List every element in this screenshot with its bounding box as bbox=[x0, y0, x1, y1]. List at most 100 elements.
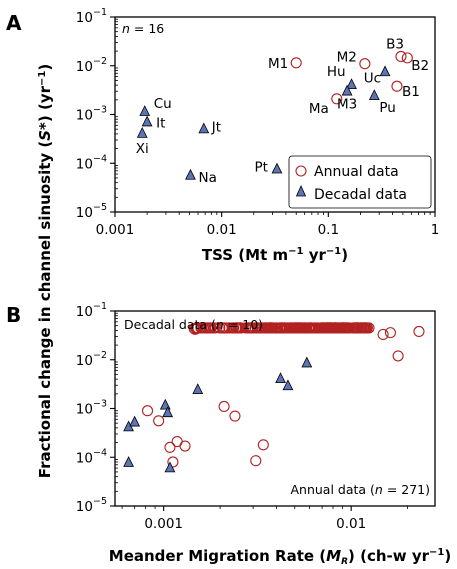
annual-data-point bbox=[258, 322, 270, 334]
point-label-m1: M1 bbox=[268, 56, 288, 72]
panel-b-y-tick-label: 10−3 bbox=[76, 399, 107, 418]
point-label-pu: Pu bbox=[379, 100, 395, 116]
annual-data-point bbox=[164, 441, 176, 453]
point-label-pt: Pt bbox=[255, 160, 268, 176]
panel-b-y-tick-label: 10−4 bbox=[76, 447, 107, 466]
annual-data-point bbox=[141, 405, 154, 417]
panel-a-y-tick-label: 10−5 bbox=[76, 202, 107, 221]
decadal-point-m3 bbox=[341, 84, 353, 96]
annual-point-m1 bbox=[290, 57, 302, 69]
panel-b: B 10−5 10−4 10−3 10−2 10−1 0.001 0.01 Decadal … bbox=[6, 301, 451, 567]
panel-a-n-annotation: n = 16 bbox=[122, 21, 164, 36]
decadal-point-na bbox=[185, 168, 196, 180]
point-label-hu: Hu bbox=[327, 64, 346, 80]
decadal-point-jt bbox=[198, 122, 210, 134]
decadal-point-pu bbox=[368, 89, 380, 101]
legend-box bbox=[288, 155, 432, 209]
point-label-na: Na bbox=[198, 170, 216, 186]
annual-point-b3 bbox=[395, 50, 407, 63]
decadal-data-point bbox=[301, 356, 313, 368]
point-label-m2: M2 bbox=[337, 50, 357, 66]
decadal-point-xi bbox=[136, 126, 148, 138]
annual-point-m2 bbox=[359, 58, 371, 70]
panel-b-x-axis-label: Meander Migration Rate (MR) (ch-w yr−1) bbox=[109, 547, 451, 567]
annual-data-point bbox=[192, 322, 204, 334]
annual-data-point bbox=[179, 440, 191, 452]
annual-data-point bbox=[314, 322, 327, 334]
annual-data-point bbox=[348, 322, 360, 334]
annual-point-ma bbox=[331, 93, 343, 105]
decadal-data-point bbox=[192, 383, 204, 395]
annual-data-point bbox=[290, 322, 303, 334]
annual-data-point bbox=[384, 327, 396, 339]
panel-b-x-tick-label: 0.001 bbox=[144, 516, 183, 532]
annual-data-point bbox=[245, 322, 257, 334]
decadal-point-pt bbox=[271, 162, 283, 174]
point-label-cu: Cu bbox=[154, 96, 172, 112]
legend-decadal-marker bbox=[295, 185, 307, 197]
panel-a-y-tick-label: 10−1 bbox=[76, 7, 107, 26]
point-label-b2: B2 bbox=[411, 58, 429, 74]
annual-data-point bbox=[195, 322, 207, 334]
legend-decadal-label: Decadal data bbox=[314, 187, 407, 203]
decadal-point-it bbox=[141, 115, 153, 127]
annual-point-b2 bbox=[401, 52, 413, 64]
annual-data-point bbox=[242, 322, 254, 334]
annual-data-point bbox=[216, 322, 228, 334]
point-label-xi: Xi bbox=[136, 141, 149, 157]
annual-data-point bbox=[278, 322, 290, 334]
panel-b-y-tick-label: 10−2 bbox=[76, 350, 107, 369]
annual-data-point bbox=[357, 322, 369, 334]
panel-b-annual-annotation: Annual data (n = 271) bbox=[290, 482, 430, 497]
panel-b-decadal-annotation: Decadal data (n = 10) bbox=[124, 317, 263, 332]
panel-a-x-tick-label: 1 bbox=[431, 222, 440, 238]
annual-data-point bbox=[209, 322, 221, 334]
panel-a-y-tick-label: 10−4 bbox=[76, 153, 107, 172]
annual-point-b1 bbox=[391, 80, 403, 92]
point-label-b1: B1 bbox=[402, 84, 420, 100]
annual-data-point bbox=[335, 322, 347, 334]
panel-a-x-tick-label: 0.01 bbox=[207, 222, 237, 238]
annual-data-point bbox=[266, 322, 278, 334]
annual-data-point bbox=[218, 400, 230, 413]
decadal-data-point bbox=[129, 415, 141, 427]
legend-annual-label: Annual data bbox=[314, 164, 399, 180]
decadal-data-point bbox=[282, 379, 294, 391]
annual-data-point bbox=[355, 322, 367, 334]
annual-data-point bbox=[413, 325, 425, 338]
decadal-data-point bbox=[123, 456, 134, 467]
point-label-m3: M3 bbox=[337, 97, 357, 113]
annual-data-point bbox=[214, 322, 226, 334]
point-label-ma: Ma bbox=[309, 101, 329, 117]
annual-data-point bbox=[332, 322, 344, 334]
shared-y-axis-label: Fractional change in channel sinuosity (… bbox=[36, 64, 54, 478]
panel-a-y-tick-label: 10−2 bbox=[76, 56, 107, 75]
annual-data-point bbox=[227, 322, 239, 334]
decadal-point-uc bbox=[379, 65, 391, 77]
annual-data-point bbox=[308, 322, 320, 334]
annual-data-point bbox=[303, 322, 315, 334]
panel-b-label: B bbox=[6, 303, 21, 327]
decadal-data-point bbox=[162, 406, 174, 418]
panel-b-y-tick-label: 10−5 bbox=[76, 496, 107, 515]
panel-a-x-tick-label: 0.1 bbox=[318, 222, 339, 238]
point-label-it: It bbox=[156, 115, 165, 131]
panel-b-y-tick-label: 10−1 bbox=[76, 301, 107, 320]
decadal-point-cu bbox=[139, 105, 151, 116]
annual-data-point bbox=[198, 322, 210, 334]
point-label-jt: Jt bbox=[211, 119, 221, 135]
decadal-data-point bbox=[164, 461, 176, 473]
panel-a-label: A bbox=[6, 11, 22, 35]
decadal-data-point bbox=[159, 398, 171, 410]
annual-data-point bbox=[229, 410, 241, 422]
decadal-point-hu bbox=[346, 78, 357, 90]
annual-data-point bbox=[250, 455, 262, 467]
annual-data-point bbox=[223, 322, 235, 334]
annual-data-point bbox=[153, 415, 165, 427]
panel-a: A M1 M2 B3 B2 Ma B1 Cu It Xi Jt Na Pt Hu M3 Uc Pu 10−5 1… bbox=[6, 7, 439, 264]
annual-data-point bbox=[190, 323, 202, 335]
annual-data-point bbox=[167, 456, 179, 468]
point-label-uc: Uc bbox=[364, 70, 381, 86]
decadal-data-point bbox=[275, 372, 286, 384]
